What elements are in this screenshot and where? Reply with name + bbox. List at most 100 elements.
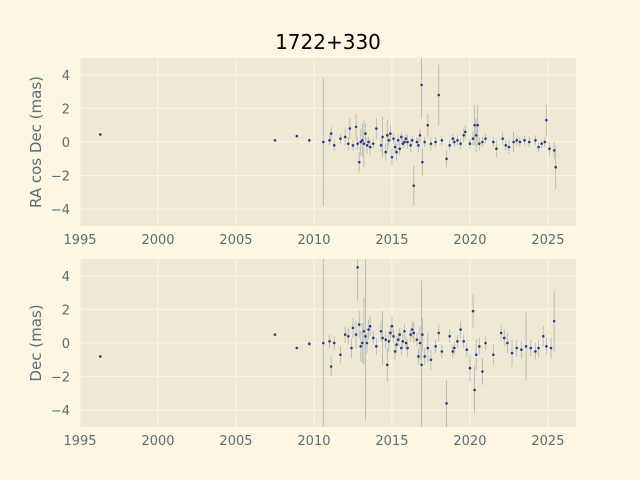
y-tick-label: −4 [51, 404, 70, 419]
data-point [504, 144, 508, 147]
data-point [423, 355, 427, 358]
data-point [365, 341, 369, 345]
data-point [534, 139, 537, 142]
data-point [348, 127, 352, 130]
data-point [98, 355, 102, 358]
data-point [481, 140, 484, 144]
y-tick-label: 2 [62, 303, 70, 318]
y-tick-label: 2 [62, 102, 70, 117]
data-point [351, 144, 355, 147]
data-point [367, 140, 370, 144]
data-point [404, 137, 408, 140]
data-point [364, 132, 367, 135]
data-point [415, 140, 419, 144]
data-point [518, 140, 522, 144]
data-point [501, 137, 504, 140]
data-point [379, 144, 383, 147]
data-point [409, 144, 412, 147]
x-tick-label: 2005 [219, 434, 252, 449]
data-point [346, 142, 350, 145]
data-point [474, 353, 478, 357]
x-tick-label: 2020 [453, 233, 486, 248]
data-point [506, 341, 509, 345]
data-point [389, 132, 392, 135]
data-point [359, 140, 363, 144]
data-point [367, 328, 370, 331]
data-point [351, 326, 355, 330]
data-point [492, 140, 495, 144]
data-point [343, 135, 347, 139]
x-tick-label: 2010 [297, 434, 330, 449]
data-point [541, 334, 545, 338]
data-point [421, 160, 424, 164]
data-point [384, 338, 388, 341]
data-point [328, 340, 331, 343]
data-point [477, 345, 481, 348]
y-axis-label: Dec (mas) [27, 304, 45, 381]
data-point [510, 351, 514, 355]
data-point [381, 336, 384, 340]
data-point [398, 147, 402, 151]
data-point [471, 309, 475, 313]
data-point [440, 139, 444, 142]
data-point [401, 340, 405, 343]
data-point [474, 133, 478, 137]
x-tick-label: 1995 [63, 233, 96, 248]
data-point [332, 144, 336, 147]
data-point [356, 266, 359, 269]
data-point [332, 341, 336, 345]
data-point [401, 142, 405, 145]
y-tick-label: 4 [62, 69, 70, 84]
data-point [420, 83, 423, 87]
data-series [98, 58, 558, 206]
data-point [400, 346, 403, 350]
data-point [356, 142, 359, 145]
data-point [322, 341, 325, 345]
data-point [534, 350, 537, 353]
data-point [437, 93, 441, 97]
data-point [456, 139, 459, 142]
data-point [375, 345, 378, 348]
data-point [537, 346, 540, 350]
data-point [421, 333, 424, 336]
data-point [273, 139, 277, 142]
data-point [392, 137, 395, 140]
x-tick-label: 2025 [531, 233, 564, 248]
data-point [448, 144, 451, 147]
data-point [395, 343, 398, 346]
data-point [453, 346, 456, 350]
data-point [451, 350, 455, 353]
data-point [499, 331, 503, 335]
data-point [527, 140, 531, 144]
data-point [548, 147, 551, 151]
data-point [417, 144, 420, 147]
x-tick-label: 2015 [375, 233, 408, 248]
data-point [412, 184, 416, 187]
data-point [529, 346, 533, 350]
data-point [484, 341, 487, 345]
data-point [459, 142, 462, 145]
data-point [495, 147, 498, 151]
data-point [426, 123, 430, 127]
data-point [549, 346, 553, 350]
data-point [396, 139, 400, 142]
y-tick-label: −2 [51, 371, 70, 386]
data-point [406, 346, 409, 350]
data-point [392, 334, 395, 338]
data-point [389, 331, 392, 335]
data-point [400, 135, 403, 139]
data-point [434, 345, 437, 348]
data-point [426, 346, 430, 350]
data-point [473, 123, 476, 127]
data-point [361, 341, 364, 345]
data-point [362, 329, 366, 333]
x-tick-label: 2005 [219, 233, 252, 248]
data-point [471, 137, 475, 140]
data-point [476, 123, 480, 127]
data-point [385, 363, 389, 367]
data-point [537, 145, 540, 149]
data-point [552, 319, 556, 323]
data-point [398, 333, 402, 336]
data-point [456, 340, 459, 343]
data-point [515, 139, 519, 142]
